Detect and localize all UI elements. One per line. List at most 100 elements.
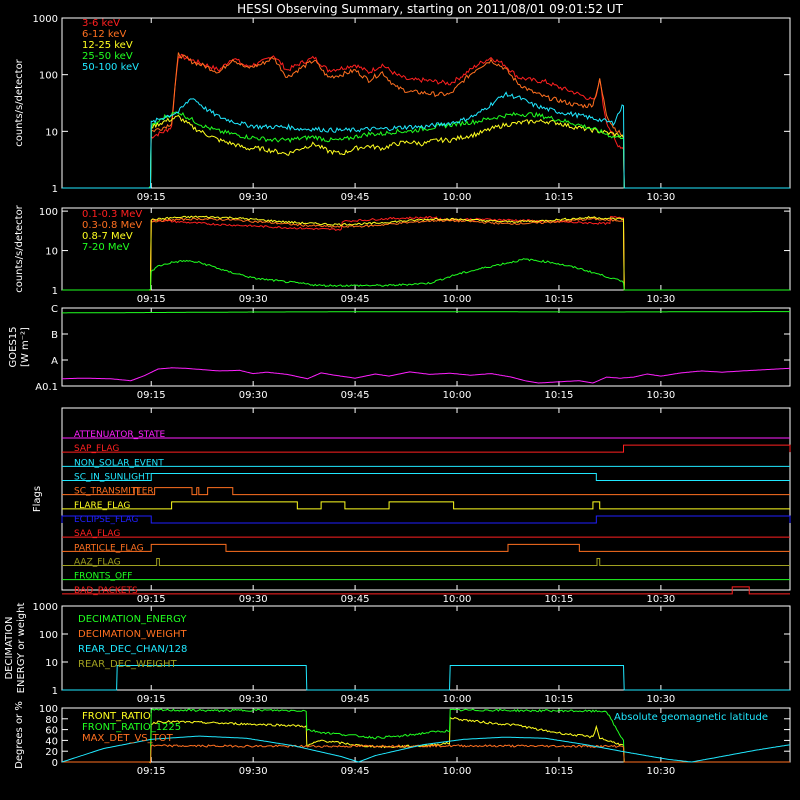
y-tick-label: 80 (45, 715, 58, 726)
x-tick-label: 09:15 (137, 766, 166, 777)
x-tick-label: 09:45 (341, 594, 370, 605)
x-tick-label: 09:30 (239, 594, 268, 605)
flag-label: SC_IN_SUNLIGHT (74, 473, 151, 483)
series-line (61, 735, 791, 763)
series-line (62, 311, 790, 314)
lightcurves-panel: 09:15 09:30 09:45 10:00 10:15 10:30 1 10 100 1000… (14, 14, 791, 203)
x-tick-label: 09:45 (341, 390, 370, 401)
x-tick-label: 09:45 (341, 766, 370, 777)
x-tick-label: 10:30 (646, 192, 675, 203)
y-tick-label: 20 (45, 747, 58, 758)
y-tick-label: 10 (45, 247, 58, 258)
x-tick-label: 09:30 (239, 390, 268, 401)
y-axis-label: Degrees or % (14, 701, 25, 769)
legend-entry: 7-20 MeV (82, 242, 130, 253)
flag-label: SAP_FLAG (74, 444, 119, 454)
flags-frame (61, 407, 791, 591)
flag-label: BAD_PACKETS (74, 586, 138, 596)
series-line (62, 665, 790, 691)
lightcurves-frame (61, 17, 791, 189)
y-tick-label: 1 (52, 184, 58, 195)
y-tick-label: 40 (45, 736, 58, 747)
x-tick-label: 10:00 (443, 294, 472, 305)
x-tick-label: 10:15 (545, 694, 574, 705)
y-axis-label: counts/s/detector (14, 204, 25, 292)
x-tick-label: 10:15 (545, 294, 574, 305)
y-axis-label: ENERGY or weight (16, 603, 27, 694)
flag-trace (62, 487, 790, 496)
series-line (62, 91, 790, 189)
x-tick-label: 09:30 (239, 192, 268, 203)
flag-trace (62, 473, 790, 481)
y-tick-label: A0.1 (35, 382, 58, 393)
flag-trace (62, 558, 790, 566)
x-tick-label: 10:30 (646, 694, 675, 705)
y-tick-label: 1000 (33, 602, 58, 613)
high_energy-frame (61, 207, 791, 291)
y-tick-label: 100 (39, 704, 58, 715)
legend-entry: 6-12 keV (82, 29, 126, 40)
x-tick-label: 10:15 (545, 192, 574, 203)
x-tick-label: 09:15 (137, 390, 166, 401)
legend-entry: MAX_DET_VS_TOT (82, 733, 174, 744)
flags-panel: 09:15 09:30 09:45 10:00 10:15 10:30 Flags ATTEN… (32, 407, 791, 605)
y-tick-label: 100 (39, 207, 58, 218)
x-tick-label: 09:15 (137, 694, 166, 705)
legend-entry: REAR_DEC_WEIGHT (78, 659, 177, 670)
x-tick-label: 10:15 (545, 766, 574, 777)
legend-entry: 3-6 keV (82, 18, 120, 29)
x-tick-label: 09:15 (137, 594, 166, 605)
x-tick-label: 10:15 (545, 390, 574, 401)
x-tick-label: 10:15 (545, 594, 574, 605)
x-tick-label: 10:30 (646, 766, 675, 777)
y-tick-label: 100 (39, 71, 58, 82)
y-axis-label: GOES15 (8, 326, 19, 367)
flag-label: AAZ_FLAG (74, 558, 121, 568)
series-line (61, 367, 791, 384)
x-tick-label: 10:00 (443, 594, 472, 605)
goes-panel: 09:15 09:30 09:45 10:00 10:15 10:30 A0.1 A B C GOE… (8, 304, 791, 401)
goes-frame (61, 307, 791, 387)
legend-entry: 50-100 keV (82, 62, 139, 73)
x-tick-label: 09:15 (137, 294, 166, 305)
ratios-frame (61, 707, 791, 763)
flag-label: FLARE_FLAG (74, 501, 130, 511)
chart-title: HESSI Observing Summary, starting on 201… (237, 2, 623, 16)
flag-label: SAA_FLAG (74, 529, 120, 539)
flag-trace (62, 586, 790, 595)
y-axis-label: DECIMATION (4, 616, 15, 679)
x-tick-label: 09:30 (239, 294, 268, 305)
x-tick-label: 09:45 (341, 192, 370, 203)
y-tick-label: 1000 (33, 14, 58, 25)
y-tick-label: 10 (45, 127, 58, 138)
y-tick-label: 1 (52, 286, 58, 297)
y-axis-label: [W m⁻²] (20, 327, 31, 367)
annotation-label: Absolute geomagnetic latitude (614, 712, 768, 723)
y-axis-label: Flags (32, 486, 43, 512)
y-tick-label: 60 (45, 726, 58, 737)
x-tick-label: 09:45 (341, 694, 370, 705)
x-tick-label: 10:00 (443, 694, 472, 705)
x-tick-label: 10:00 (443, 390, 472, 401)
y-tick-label: 100 (39, 630, 58, 641)
x-tick-label: 09:15 (137, 192, 166, 203)
ratios-panel: 09:15 09:30 09:45 10:00 10:15 10:30 0204060801… (14, 701, 791, 777)
series-line (62, 744, 790, 764)
y-axis-label: counts/s/detector (14, 58, 25, 146)
x-tick-label: 09:45 (341, 294, 370, 305)
legend-entry: DECIMATION_ENERGY (78, 614, 187, 625)
flag-trace (62, 543, 790, 552)
legend-entry: 0.8-7 MeV (82, 231, 133, 242)
flag-label: PARTICLE_FLAG (74, 543, 144, 553)
legend-entry: 0.3-0.8 MeV (82, 220, 142, 231)
flag-trace (62, 444, 791, 453)
x-tick-label: 10:00 (443, 192, 472, 203)
legend-entry: DECIMATION_WEIGHT (78, 629, 187, 640)
legend-entry: 25-50 keV (82, 51, 133, 62)
y-tick-label: 0 (52, 758, 58, 769)
decimation-panel: 09:15 09:30 09:45 10:00 10:15 10:30 1 10 100 1000… (4, 602, 791, 705)
high_energy-panel: 09:15 09:30 09:45 10:00 10:15 10:30 1 10 100 coun… (14, 204, 791, 305)
flag-label: ECLIPSE_FLAG (74, 515, 138, 525)
flag-label: ATTENUATOR_STATE (74, 430, 166, 440)
legend-entry: FRONT_RATIO_1225 (82, 722, 181, 733)
